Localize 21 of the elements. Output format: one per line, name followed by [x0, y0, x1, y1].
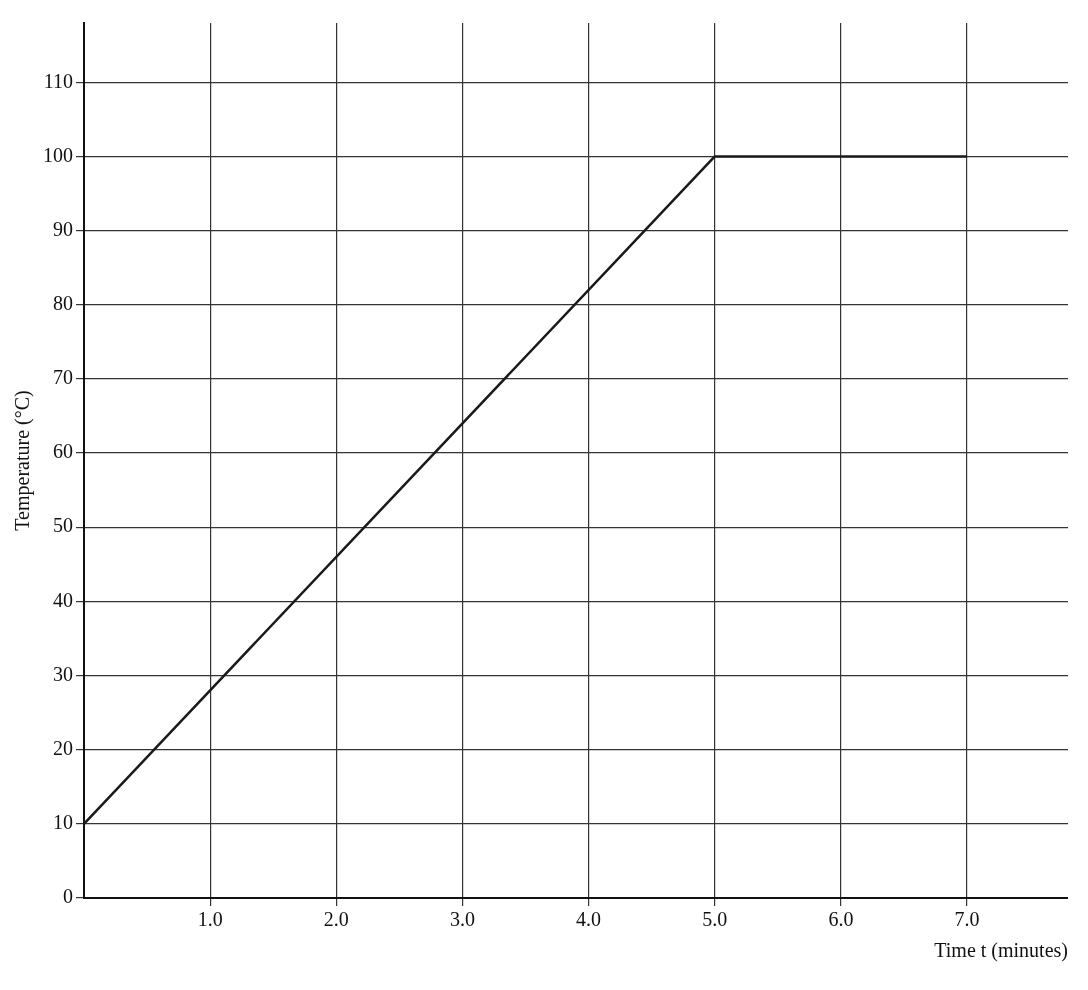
y-tick-label: 50 [53, 514, 73, 537]
y-tick-label: 60 [53, 440, 73, 463]
y-tick-label: 0 [63, 885, 73, 908]
x-tick-label: 2.0 [323, 908, 349, 931]
x-tick-label: 3.0 [449, 908, 475, 931]
x-tick-label: 4.0 [576, 908, 602, 931]
y-tick-label: 110 [43, 69, 73, 92]
y-tick-label: 40 [53, 588, 73, 611]
x-tick-label: 5.0 [702, 908, 728, 931]
y-tick-label: 10 [53, 811, 73, 834]
y-axis-title: Temperature (°C) [11, 390, 35, 531]
x-tick-label: 1.0 [197, 908, 223, 931]
x-tick-label: 7.0 [954, 908, 980, 931]
y-tick-label: 70 [53, 366, 73, 389]
y-tick-label: 80 [53, 292, 73, 315]
y-tick-label: 90 [53, 217, 73, 240]
y-tick-label: 30 [53, 662, 73, 685]
y-tick-label: 20 [53, 736, 73, 759]
y-tick-label: 100 [43, 143, 73, 166]
x-tick-label: 6.0 [828, 908, 854, 931]
x-axis-title: Time t (minutes) [934, 939, 1068, 963]
